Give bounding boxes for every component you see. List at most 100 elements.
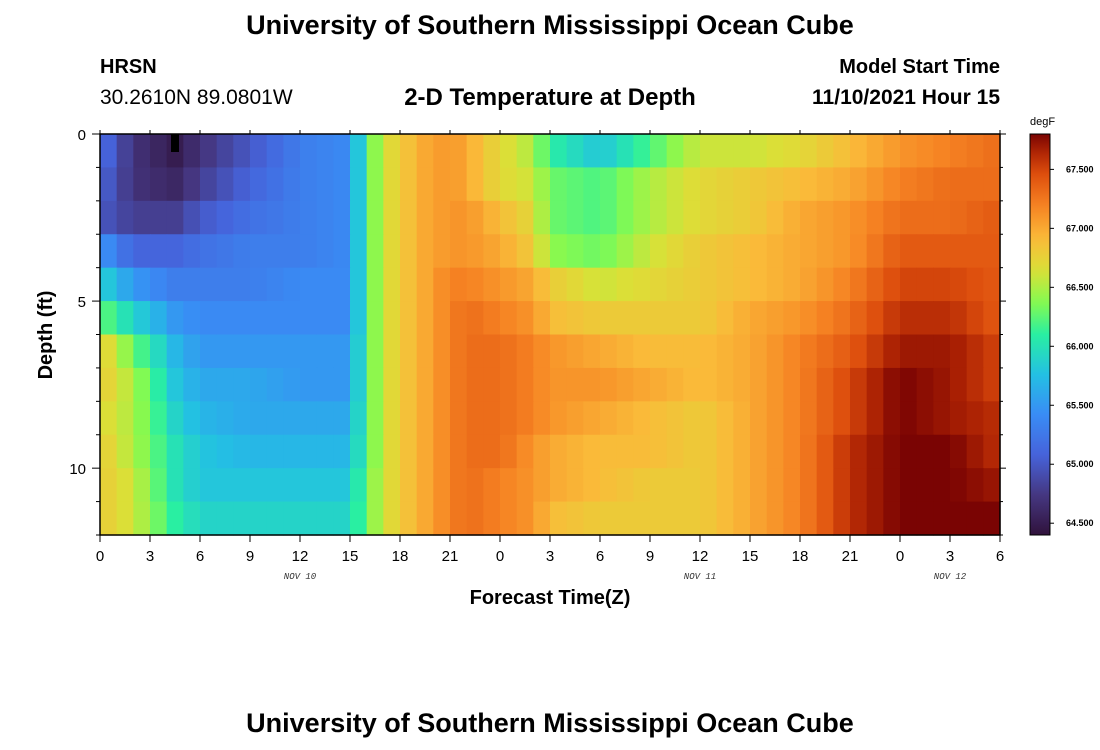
heatmap-cell: [116, 200, 134, 235]
heatmap-cell: [500, 501, 518, 536]
heatmap-cell: [450, 334, 468, 369]
x-tick-label: 0: [896, 548, 904, 565]
heatmap-cell: [183, 267, 201, 302]
heatmap-cell: [933, 267, 951, 302]
heatmap-cell: [150, 301, 168, 336]
heatmap-cell: [450, 134, 468, 169]
heatmap-cell: [666, 434, 684, 469]
heatmap-cell: [516, 200, 534, 235]
heatmap-cell: [266, 167, 284, 202]
heatmap-cell: [516, 401, 534, 436]
heatmap-cell: [433, 267, 451, 302]
heatmap-cell: [266, 434, 284, 469]
x-axis-title: Forecast Time(Z): [470, 587, 631, 609]
y-tick-label: 10: [69, 461, 86, 478]
heatmap-cell: [216, 167, 234, 202]
heatmap-cell: [500, 234, 518, 269]
heatmap-cell: [200, 367, 218, 402]
heatmap-cell: [916, 167, 934, 202]
heatmap-cell: [733, 267, 751, 302]
heatmap-cell: [450, 501, 468, 536]
heatmap-cell: [416, 434, 434, 469]
heatmap-cell: [750, 234, 768, 269]
heatmap-cell: [400, 301, 418, 336]
heatmap-cell: [550, 334, 568, 369]
heatmap-cell: [483, 134, 501, 169]
heatmap-cell: [516, 468, 534, 503]
heatmap-cell: [383, 401, 401, 436]
heatmap-cell: [683, 468, 701, 503]
heatmap-cell: [266, 200, 284, 235]
heatmap-cell: [366, 200, 384, 235]
heatmap-cell: [250, 401, 268, 436]
heatmap-cell: [883, 401, 901, 436]
heatmap-cell: [800, 267, 818, 302]
heatmap-cell: [383, 501, 401, 536]
heatmap-cell: [800, 434, 818, 469]
heatmap-cell: [116, 234, 134, 269]
heatmap-cell: [900, 301, 918, 336]
model-start-value: 11/10/2021 Hour 15: [812, 86, 1000, 109]
heatmap-cell: [950, 401, 968, 436]
heatmap-cell: [783, 434, 801, 469]
heatmap-cell: [716, 134, 734, 169]
heatmap-cell: [600, 200, 618, 235]
heatmap-cell: [316, 401, 334, 436]
heatmap-cell: [433, 134, 451, 169]
y-tick-label: 5: [78, 294, 86, 311]
heatmap-cell: [933, 334, 951, 369]
heatmap-cell: [433, 434, 451, 469]
heatmap-cell: [333, 301, 351, 336]
heatmap-cell: [866, 301, 884, 336]
heatmap-cell: [666, 301, 684, 336]
heatmap-cell: [866, 468, 884, 503]
heatmap-cell: [883, 301, 901, 336]
model-start-label: Model Start Time: [839, 56, 1000, 78]
heatmap-cell: [233, 267, 251, 302]
heatmap-cell: [116, 134, 134, 169]
heatmap-cell: [116, 501, 134, 536]
heatmap-cell: [950, 367, 968, 402]
heatmap-cell: [833, 267, 851, 302]
heatmap-cell: [333, 434, 351, 469]
heatmap-cell: [716, 267, 734, 302]
heatmap-cell: [333, 167, 351, 202]
heatmap-cell: [500, 367, 518, 402]
heatmap-cell: [733, 234, 751, 269]
heatmap-cell: [750, 334, 768, 369]
heatmap-cell: [766, 367, 784, 402]
heatmap-cell: [133, 401, 151, 436]
heatmap-cell: [100, 167, 118, 202]
heatmap-cell: [583, 434, 601, 469]
heatmap-cell: [916, 301, 934, 336]
heatmap-cell: [783, 468, 801, 503]
heatmap-cell: [433, 234, 451, 269]
heatmap-cell: [400, 200, 418, 235]
heatmap-cell: [633, 401, 651, 436]
heatmap-cell: [983, 200, 1001, 235]
heatmap-cell: [200, 334, 218, 369]
heatmap-cell: [616, 367, 634, 402]
heatmap-cell: [983, 301, 1001, 336]
heatmap-cell: [350, 167, 368, 202]
heatmap-cell: [533, 334, 551, 369]
heatmap-cell: [816, 234, 834, 269]
heatmap-cell: [950, 301, 968, 336]
heatmap-cell: [850, 434, 868, 469]
heatmap-cell: [366, 234, 384, 269]
heatmap-cell: [300, 501, 318, 536]
heatmap-cell: [516, 134, 534, 169]
heatmap-cell: [650, 501, 668, 536]
heatmap-cell: [166, 200, 184, 235]
heatmap-cell: [983, 234, 1001, 269]
heatmap-cell: [416, 334, 434, 369]
heatmap-cell: [900, 200, 918, 235]
heatmap-cell: [966, 134, 984, 169]
heatmap-cell: [583, 468, 601, 503]
heatmap-cell: [900, 134, 918, 169]
heatmap-cell: [233, 234, 251, 269]
heatmap-cell: [916, 367, 934, 402]
heatmap-cell: [750, 401, 768, 436]
heatmap-cell: [333, 267, 351, 302]
